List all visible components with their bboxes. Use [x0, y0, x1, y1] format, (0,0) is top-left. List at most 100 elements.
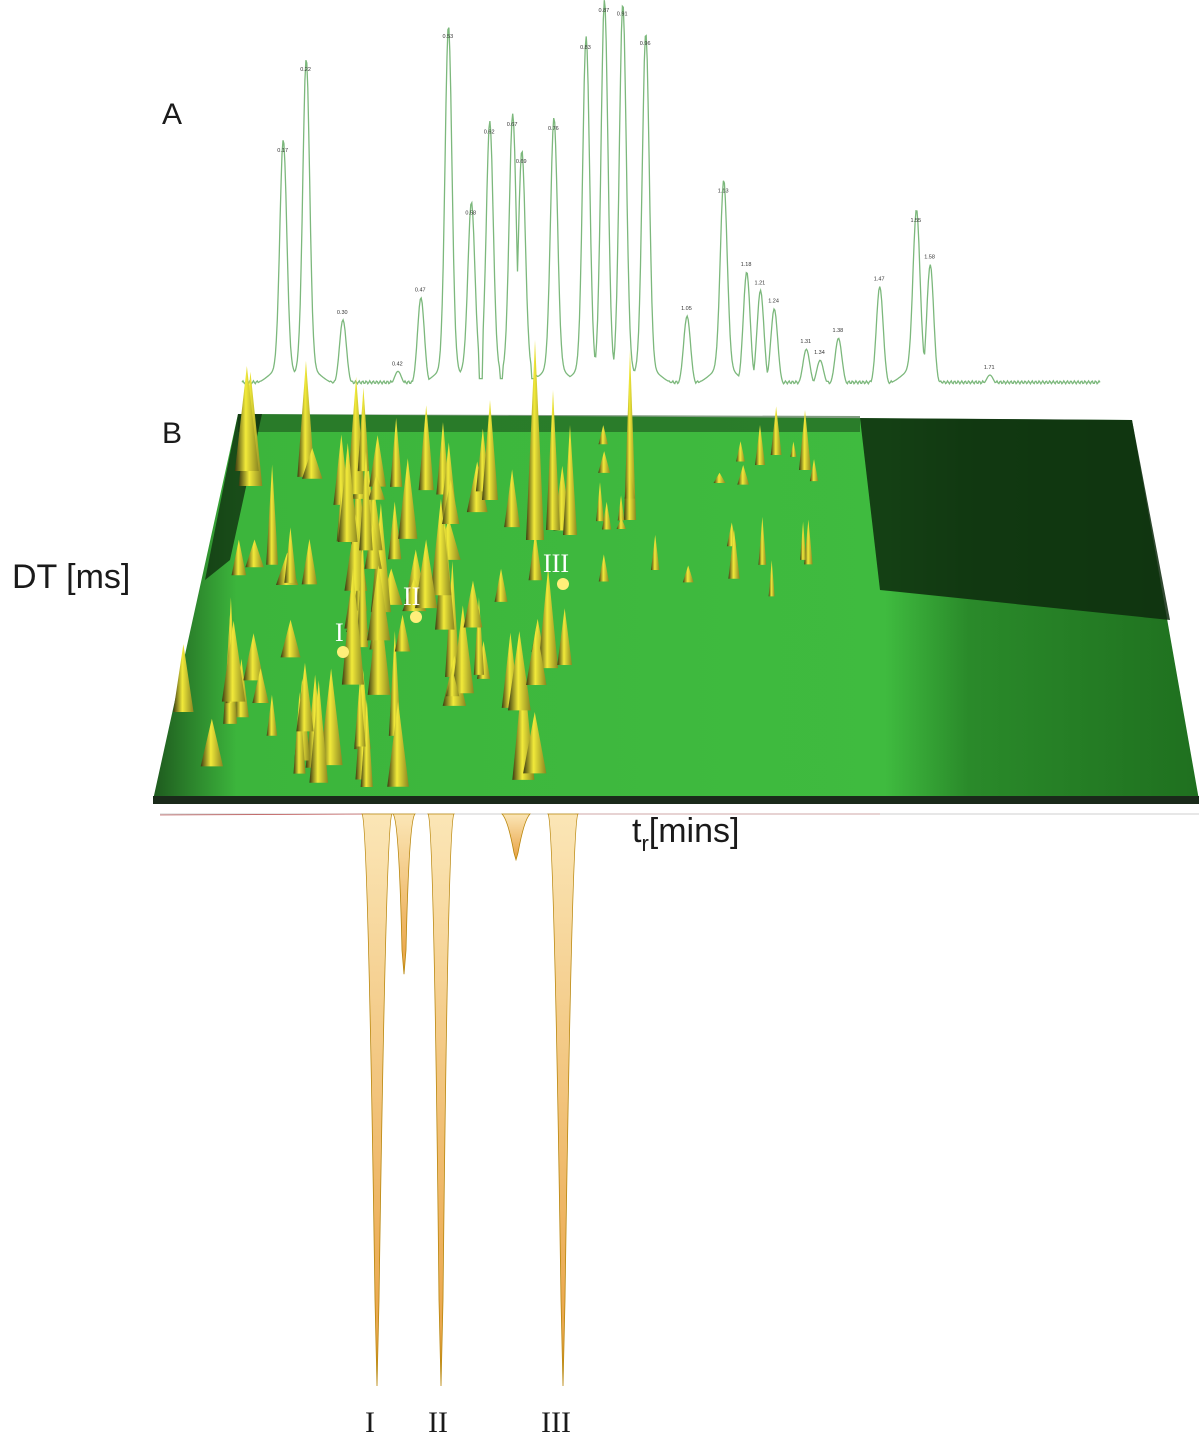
surface-spike	[356, 536, 369, 648]
surface-spike	[624, 468, 636, 499]
x-axis-title-rest: [mins]	[649, 812, 740, 850]
inverted-peak	[501, 813, 531, 862]
surface-spike	[430, 498, 452, 596]
surface-spike	[617, 495, 625, 521]
marker-dot-ii	[410, 611, 422, 623]
surface-markers: I II III	[335, 549, 569, 658]
surface-spike	[293, 692, 306, 774]
peak-label: 1.38	[833, 328, 844, 334]
inverted-peak	[427, 813, 455, 1387]
chromatogram-a: 0.17 0.22 0.30 0.42 0.47 0.53 0.58 0.62 0.67 0.69…	[241, 0, 1101, 386]
peak-label: 0.47	[415, 288, 426, 294]
surface-spike	[319, 668, 343, 766]
marker-label-i: I	[335, 618, 344, 647]
inverted-peak	[392, 813, 416, 975]
chromatogram-c-peaks	[361, 813, 579, 1387]
surface-spike	[390, 417, 403, 487]
surface-spike	[770, 406, 782, 456]
surface-spike	[451, 605, 474, 694]
surface-spike	[758, 516, 767, 565]
peak-label: 1.47	[874, 277, 885, 283]
surface-spike	[394, 614, 411, 652]
surface-spike	[494, 568, 508, 602]
surface-spike	[538, 568, 559, 669]
peak-label: 1.58	[924, 255, 935, 261]
surface-spike	[526, 626, 547, 686]
surface-spike	[651, 534, 660, 571]
surface-dark-region	[860, 418, 1170, 620]
marker-label-iii: III	[543, 549, 569, 578]
panel-label-a: A	[162, 98, 182, 131]
bottom-label-i: I	[365, 1406, 375, 1439]
peak-label: 1.55	[911, 218, 922, 224]
peak-label: 0.62	[484, 129, 495, 135]
surface-spike	[768, 560, 775, 597]
surface-spike	[387, 701, 409, 787]
bottom-label-ii: II	[428, 1406, 448, 1439]
peak-label: 0.17	[277, 148, 288, 154]
peak-label: 1.13	[718, 188, 729, 194]
surface-spike	[557, 608, 573, 665]
surface-spike	[173, 644, 194, 713]
surface-spike	[368, 474, 385, 500]
surface-spike	[507, 631, 531, 711]
inverted-peak	[361, 813, 393, 1387]
surface-spike	[445, 670, 460, 697]
surface-spikes	[173, 340, 819, 787]
surface-spike	[284, 527, 297, 583]
peak-label: 1.18	[741, 262, 752, 268]
panel-label-b: B	[162, 417, 182, 450]
chromatogram-c-noise-left	[159, 813, 371, 816]
surface-spike	[369, 435, 387, 487]
surface-spike	[809, 459, 819, 482]
surface-spike	[301, 538, 318, 585]
surface-spike	[504, 469, 521, 528]
surface-spike	[297, 360, 315, 477]
chromatogram-a-line	[241, 0, 1101, 386]
peak-label: 0.42	[392, 361, 403, 367]
surface-base-edge	[153, 796, 1199, 804]
marker-dot-iii	[557, 578, 569, 590]
peak-label: 0.22	[300, 67, 311, 73]
chromatogram-a-peak-labels: 0.17 0.22 0.30 0.42 0.47 0.53 0.58 0.62 0.67 0.69…	[277, 8, 994, 371]
surface-spike	[598, 554, 609, 582]
surface-spike	[800, 521, 807, 560]
surface-spike	[598, 425, 608, 445]
peak-label: 0.87	[599, 8, 610, 14]
peak-label: 0.69	[516, 159, 527, 165]
peak-label: 0.76	[548, 126, 559, 132]
chromatogram-c: I II III	[159, 813, 1199, 1439]
surface-spike	[804, 519, 813, 565]
surface-spike	[463, 580, 483, 628]
surface-spike	[473, 597, 485, 675]
surface-spike	[280, 619, 301, 658]
bottom-label-iii: III	[541, 1406, 571, 1439]
y-axis-title: DT [ms]	[12, 558, 130, 596]
peak-label: 0.30	[337, 310, 348, 316]
surface-spike	[364, 520, 382, 569]
x-axis-title-main: t	[632, 812, 642, 850]
surface-spike	[231, 539, 247, 576]
surface-spike	[596, 482, 604, 522]
surface-spike	[245, 539, 264, 568]
surface-spike	[546, 390, 560, 530]
x-axis-title: tr[mins]	[632, 812, 739, 856]
surface-spike	[737, 465, 750, 485]
peak-label: 1.21	[755, 280, 766, 286]
peak-label: 0.53	[443, 34, 454, 40]
surface-spike	[728, 530, 740, 579]
surface-spike	[598, 451, 611, 473]
surface-spike	[602, 501, 612, 530]
surface-spike	[367, 565, 391, 641]
surface-spike	[221, 620, 246, 702]
surface-spike	[616, 517, 626, 530]
surface-spike	[790, 441, 797, 457]
surface-spike	[624, 350, 636, 520]
surface-spike	[736, 441, 745, 462]
peak-label: 1.71	[984, 365, 995, 371]
surface-spike	[799, 410, 811, 470]
surface-back-edge-shadow	[238, 414, 860, 432]
surface-spike	[528, 531, 543, 581]
